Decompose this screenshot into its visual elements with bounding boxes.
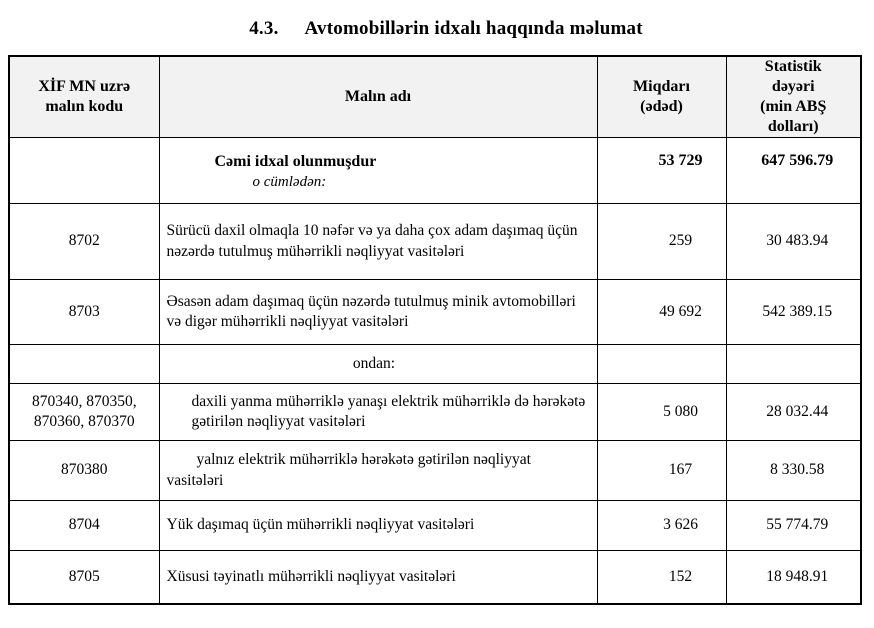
cell-code: 870380 <box>8 440 160 501</box>
cell-value: 55 774.79 <box>725 500 862 551</box>
cell-quantity: 3 626 <box>596 500 727 551</box>
cell-code <box>8 137 160 204</box>
cell-code <box>8 344 160 384</box>
cell-quantity: 152 <box>596 550 727 604</box>
section-title-text: Avtomobillərin idxalı haqqında məlumat <box>304 18 643 39</box>
cell-quantity: 49 692 <box>596 279 727 345</box>
table-row: 8705 Xüsusi təyinatlı mühərrikli nəqliyy… <box>8 550 862 604</box>
cell-name: Cəmi idxal olunmuşdur o cümlədən: <box>158 137 598 204</box>
cell-value: 30 483.94 <box>725 203 862 280</box>
cell-name: daxili yanma mühərriklə yanaşı elektrik … <box>158 383 598 441</box>
total-label: Cəmi idxal olunmuşdur <box>214 153 377 170</box>
cell-value <box>725 344 862 384</box>
table-row: 8703 Əsasən adam daşımaq üçün nəzərdə tu… <box>8 279 862 345</box>
column-header-quantity: Miqdarı (ədəd) <box>596 55 727 138</box>
cell-code: 8703 <box>8 279 160 345</box>
table-row: 870340, 870350, 870360, 870370 daxili ya… <box>8 383 862 441</box>
cell-name: Xüsusi təyinatlı mühərrikli nəqliyyat va… <box>158 550 598 604</box>
auto-import-table: XİF MN uzrə malın kodu Malın adı Miqdarı… <box>8 55 862 605</box>
section-title: 4.3. Avtomobillərin idxalı haqqında məlum… <box>0 0 874 40</box>
cell-name: yalnız elektrik mühərriklə hərəkətə gəti… <box>158 440 598 501</box>
cell-value: 8 330.58 <box>725 440 862 501</box>
table-row: 8702 Sürücü daxil olmaqla 10 nəfər və ya… <box>8 203 862 280</box>
table-row-total: Cəmi idxal olunmuşdur o cümlədən: 53 729… <box>8 137 862 204</box>
cell-name: Sürücü daxil olmaqla 10 nəfər və ya daha… <box>158 203 598 280</box>
cell-code: 8705 <box>8 550 160 604</box>
table-row-subheading: ondan: <box>8 344 862 384</box>
cell-quantity: 167 <box>596 440 727 501</box>
cell-code: 8702 <box>8 203 160 280</box>
cell-quantity: 259 <box>596 203 727 280</box>
cell-name: Yük daşımaq üçün mühərrikli nəqliyyat va… <box>158 500 598 551</box>
cell-name: Əsasən adam daşımaq üçün nəzərdə tutulmu… <box>158 279 598 345</box>
cell-quantity: 53 729 <box>596 137 727 204</box>
section-number: 4.3. <box>249 18 279 39</box>
table-row: 8704 Yük daşımaq üçün mühərrikli nəqliyy… <box>8 500 862 551</box>
cell-value: 18 948.91 <box>725 550 862 604</box>
column-header-code: XİF MN uzrə malın kodu <box>8 55 160 138</box>
cell-quantity <box>596 344 727 384</box>
cell-name: ondan: <box>158 344 598 384</box>
cell-code: 8704 <box>8 500 160 551</box>
cell-value: 28 032.44 <box>725 383 862 441</box>
table-row: 870380 yalnız elektrik mühərriklə hərəkə… <box>8 440 862 501</box>
cell-value: 542 389.15 <box>725 279 862 345</box>
column-header-name: Malın adı <box>158 55 598 138</box>
cell-code: 870340, 870350, 870360, 870370 <box>8 383 160 441</box>
total-note: o cümlədən: <box>252 174 327 191</box>
column-header-value: Statistik dəyəri (min ABŞ dolları) <box>725 55 862 138</box>
cell-value: 647 596.79 <box>725 137 862 204</box>
cell-quantity: 5 080 <box>596 383 727 441</box>
table-header-row: XİF MN uzrə malın kodu Malın adı Miqdarı… <box>8 55 862 138</box>
